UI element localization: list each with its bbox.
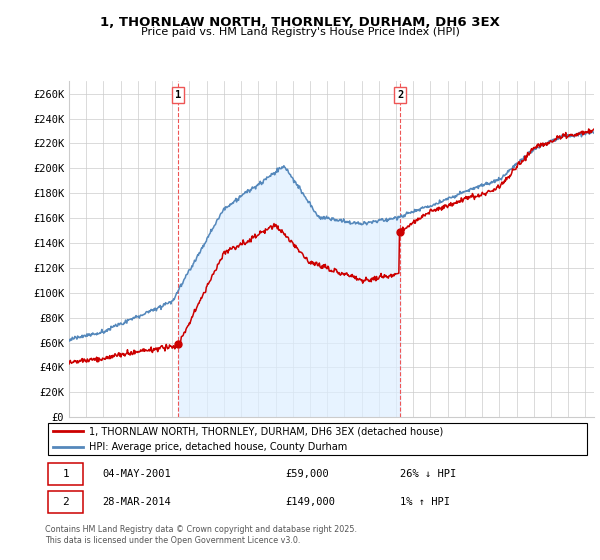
Text: HPI: Average price, detached house, County Durham: HPI: Average price, detached house, Coun… bbox=[89, 442, 347, 452]
Text: 1% ↑ HPI: 1% ↑ HPI bbox=[400, 497, 450, 507]
Text: 1: 1 bbox=[175, 90, 181, 100]
Text: £59,000: £59,000 bbox=[285, 469, 329, 479]
FancyBboxPatch shape bbox=[48, 463, 83, 485]
Text: Contains HM Land Registry data © Crown copyright and database right 2025.
This d: Contains HM Land Registry data © Crown c… bbox=[45, 525, 357, 545]
Text: £149,000: £149,000 bbox=[285, 497, 335, 507]
Text: 2: 2 bbox=[397, 90, 403, 100]
Text: 1, THORNLAW NORTH, THORNLEY, DURHAM, DH6 3EX (detached house): 1, THORNLAW NORTH, THORNLEY, DURHAM, DH6… bbox=[89, 426, 443, 436]
Text: 26% ↓ HPI: 26% ↓ HPI bbox=[400, 469, 456, 479]
Text: 1: 1 bbox=[62, 469, 69, 479]
Text: 04-MAY-2001: 04-MAY-2001 bbox=[103, 469, 171, 479]
Text: 2: 2 bbox=[62, 497, 69, 507]
Text: 28-MAR-2014: 28-MAR-2014 bbox=[103, 497, 171, 507]
FancyBboxPatch shape bbox=[48, 423, 587, 455]
Text: 1, THORNLAW NORTH, THORNLEY, DURHAM, DH6 3EX: 1, THORNLAW NORTH, THORNLEY, DURHAM, DH6… bbox=[100, 16, 500, 29]
Text: Price paid vs. HM Land Registry's House Price Index (HPI): Price paid vs. HM Land Registry's House … bbox=[140, 27, 460, 37]
FancyBboxPatch shape bbox=[48, 491, 83, 514]
